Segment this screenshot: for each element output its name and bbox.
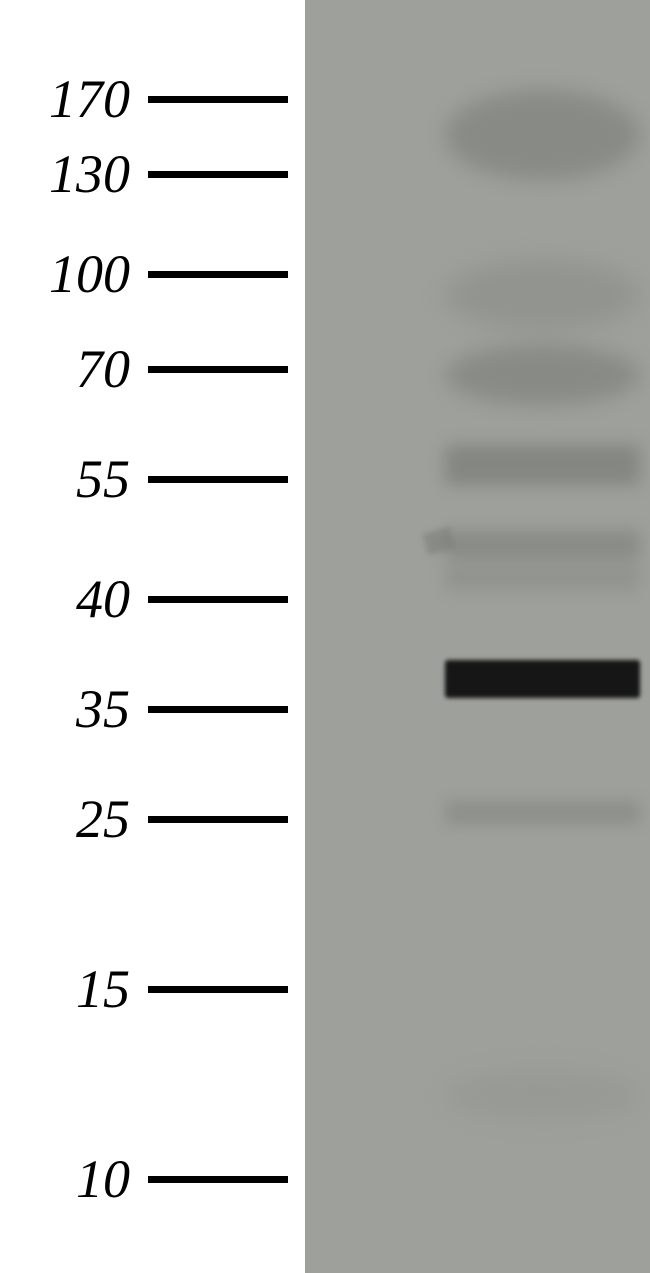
mw-tick xyxy=(148,986,288,993)
mw-label: 15 xyxy=(0,962,130,1016)
mw-tick xyxy=(148,96,288,103)
mw-tick xyxy=(148,816,288,823)
mw-marker-55: 55 xyxy=(0,452,305,506)
mw-tick xyxy=(148,171,288,178)
protein-band-2 xyxy=(445,345,640,405)
protein-band-0 xyxy=(445,90,640,180)
mw-marker-130: 130 xyxy=(0,147,305,201)
mw-marker-70: 70 xyxy=(0,342,305,396)
mw-label: 100 xyxy=(0,247,130,301)
mw-tick xyxy=(148,476,288,483)
mw-marker-100: 100 xyxy=(0,247,305,301)
protein-band-3 xyxy=(445,445,640,485)
protein-band-5 xyxy=(445,565,640,590)
molecular-weight-ladder: 170 130 100 70 55 40 35 25 15 10 xyxy=(0,0,305,1273)
mw-tick xyxy=(148,1176,288,1183)
mw-tick xyxy=(148,271,288,278)
mw-label: 10 xyxy=(0,1152,130,1206)
mw-label: 55 xyxy=(0,452,130,506)
mw-tick xyxy=(148,596,288,603)
mw-label: 130 xyxy=(0,147,130,201)
mw-tick xyxy=(148,366,288,373)
protein-band-8 xyxy=(445,1070,640,1120)
mw-label: 25 xyxy=(0,792,130,846)
mw-marker-40: 40 xyxy=(0,572,305,626)
protein-band-1 xyxy=(445,260,640,330)
mw-tick xyxy=(148,706,288,713)
western-blot-figure: 170 130 100 70 55 40 35 25 15 10 xyxy=(0,0,650,1273)
mw-marker-170: 170 xyxy=(0,72,305,126)
mw-label: 35 xyxy=(0,682,130,736)
mw-marker-15: 15 xyxy=(0,962,305,1016)
blot-membrane xyxy=(305,0,650,1273)
mw-label: 70 xyxy=(0,342,130,396)
protein-band-7 xyxy=(445,800,640,825)
mw-marker-10: 10 xyxy=(0,1152,305,1206)
protein-band-4 xyxy=(445,530,640,560)
mw-marker-25: 25 xyxy=(0,792,305,846)
protein-band-6 xyxy=(445,660,640,698)
mw-marker-35: 35 xyxy=(0,682,305,736)
mw-label: 170 xyxy=(0,72,130,126)
sample-lane xyxy=(445,0,640,1273)
mw-label: 40 xyxy=(0,572,130,626)
